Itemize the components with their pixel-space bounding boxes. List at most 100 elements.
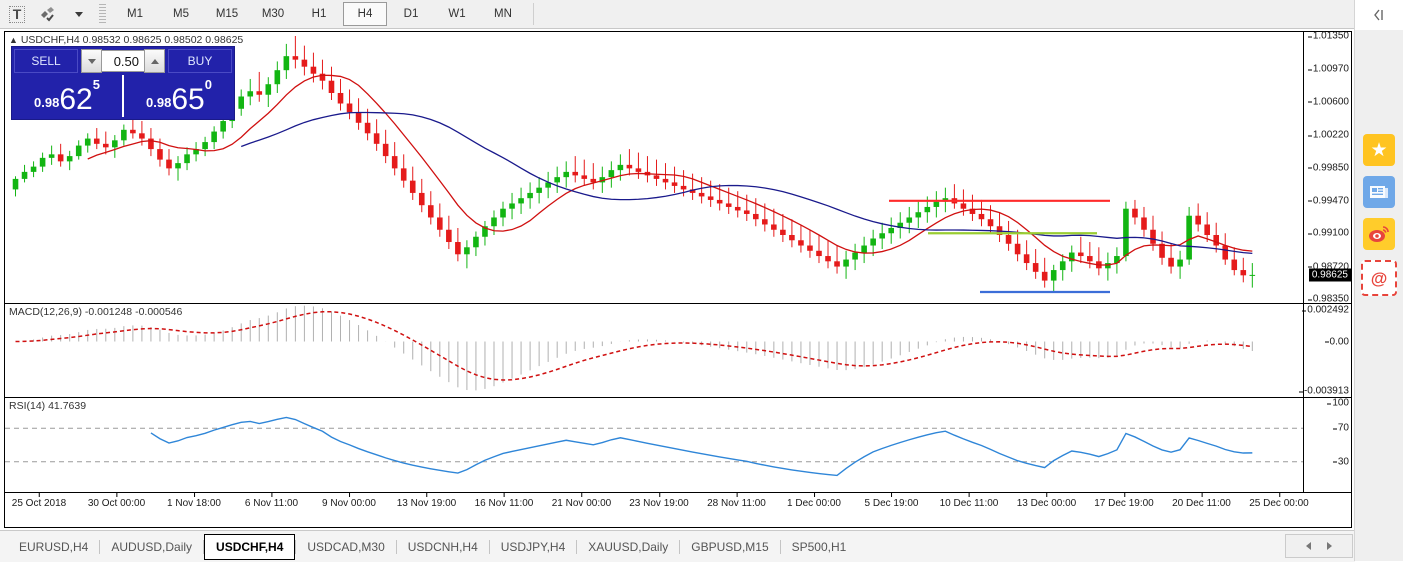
tab-divider	[203, 539, 205, 554]
time-axis-label: 5 Dec 19:00	[864, 493, 919, 509]
timeframe-m1[interactable]: M1	[127, 8, 143, 20]
price-tick: 1.01350	[1307, 30, 1349, 42]
sidebar-item-favorites[interactable]: ★	[1363, 134, 1395, 166]
text-tool-button[interactable]: T	[3, 1, 31, 27]
chart-header-label: ▲ USDCHF,H4 0.98532 0.98625 0.98502 0.98…	[9, 34, 244, 46]
timeframe-m15[interactable]: M15	[215, 8, 239, 20]
time-axis: 25 Oct 2018 30 Oct 00:00 1 Nov 18:00 6 Nov …	[5, 493, 1351, 527]
objects-button[interactable]	[34, 1, 62, 27]
rsi-pane[interactable]: RSI(14) 41.7639 100 70 30	[5, 398, 1351, 493]
timeframe-h1[interactable]: H1	[311, 8, 327, 20]
scroll-right-icon[interactable]	[1327, 542, 1332, 550]
timeframe-mn[interactable]: MN	[494, 8, 512, 20]
chart-area[interactable]: ▲ USDCHF,H4 0.98532 0.98625 0.98502 0.98…	[4, 31, 1352, 528]
time-axis-label: 13 Nov 19:00	[396, 493, 457, 509]
sell-price-prefix: 0.98	[34, 95, 60, 110]
symbol-tabbar[interactable]: EURUSD,H4 AUDUSD,Daily USDCHF,H4 USDCAD,M30…	[0, 530, 1355, 562]
timeframe-m5[interactable]: M5	[173, 8, 189, 20]
macd-plot[interactable]	[5, 304, 1303, 397]
buy-quote[interactable]: 0.98 65 0	[122, 75, 234, 117]
one-click-trading-panel[interactable]: SELL 0.50 BUY 0.98 62	[11, 46, 235, 120]
text-tool-icon: T	[8, 5, 26, 23]
sell-price-big: 62	[59, 83, 93, 116]
symbol-tab-usdchf-h4[interactable]: USDCHF,H4	[204, 533, 296, 560]
price-tick: 0.99850	[1307, 162, 1349, 173]
sidebar-collapse-button[interactable]	[1355, 0, 1403, 30]
chevron-down-icon	[75, 11, 83, 17]
macd-pane[interactable]: MACD(12,26,9) -0.001248 -0.000546 0.0024…	[5, 304, 1351, 398]
macd-tick: -0.003913	[1298, 385, 1349, 397]
time-axis-label: 25 Dec 00:00	[1249, 493, 1309, 509]
buy-button[interactable]: BUY	[168, 49, 232, 73]
star-icon: ★	[1370, 139, 1388, 161]
rsi-plot[interactable]	[5, 398, 1303, 492]
tab-divider	[395, 539, 397, 554]
news-icon	[1370, 186, 1388, 198]
time-axis-label: 30 Oct 00:00	[87, 493, 146, 509]
volume-stepper[interactable]: 0.50	[81, 49, 165, 73]
price-pane[interactable]: ▲ USDCHF,H4 0.98532 0.98625 0.98502 0.98…	[5, 30, 1351, 305]
tab-divider	[99, 539, 101, 554]
buy-price-prefix: 0.98	[146, 95, 172, 110]
time-axis-label: 10 Dec 11:00	[939, 493, 999, 509]
timeframe-d1[interactable]: D1	[403, 8, 419, 20]
current-price-badge: 0.98625	[1308, 268, 1351, 282]
sidebar-item-mentions[interactable]: @	[1361, 260, 1397, 296]
symbol-tab-audusd-daily[interactable]: AUDUSD,Daily	[111, 539, 193, 554]
symbol-tab-eurusd-h4[interactable]: EURUSD,H4	[19, 539, 89, 554]
time-axis-label: 1 Dec 00:00	[787, 493, 841, 509]
sell-quote[interactable]: 0.98 62 5	[12, 75, 122, 117]
rsi-tick: 30	[1332, 456, 1349, 468]
price-tick: 0.98720	[1307, 261, 1349, 273]
toolbar-grip[interactable]	[99, 4, 106, 24]
volume-increase-button[interactable]	[144, 49, 165, 73]
price-tick: 0.99100	[1307, 227, 1349, 239]
macd-series	[15, 305, 1253, 391]
sell-button[interactable]: SELL	[14, 49, 78, 73]
rsi-label: RSI(14) 41.7639	[9, 400, 87, 412]
rsi-tick: 70	[1332, 422, 1349, 434]
time-axis-label: 25 Oct 2018	[11, 493, 67, 509]
tab-divider	[679, 539, 681, 554]
price-scale[interactable]: 1.01350 1.00970 1.00600 1.00220 0.99850 0.994…	[1303, 30, 1351, 305]
rsi-scale[interactable]: 100 70 30	[1303, 398, 1351, 492]
time-axis-label: 23 Nov 19:00	[629, 493, 689, 509]
timeframe-h4[interactable]: H4	[343, 2, 387, 26]
sidebar-item-news[interactable]	[1363, 176, 1395, 208]
chevron-down-icon	[87, 58, 96, 64]
time-axis-label: 20 Dec 11:00	[1172, 493, 1231, 509]
time-axis-label: 21 Nov 00:00	[551, 493, 612, 509]
sidebar-item-weibo[interactable]	[1363, 218, 1395, 250]
time-axis-label: 1 Nov 18:00	[167, 493, 221, 509]
price-plot[interactable]	[5, 32, 1303, 303]
symbol-tab-sp500-h1[interactable]: SP500,H1	[791, 539, 847, 554]
right-sidebar[interactable]: ★ @	[1354, 0, 1403, 561]
weibo-icon	[1369, 226, 1389, 242]
collapse-left-icon	[1374, 9, 1383, 21]
price-tick: 1.00600	[1307, 96, 1349, 108]
macd-label: MACD(12,26,9) -0.001248 -0.000546	[9, 306, 183, 318]
objects-dropdown-caret[interactable]	[65, 1, 93, 27]
symbol-tab-xauusd-daily[interactable]: XAUUSD,Daily	[588, 539, 669, 554]
volume-input[interactable]: 0.50	[102, 50, 144, 72]
buy-price-big: 65	[171, 83, 205, 116]
tab-scroll-controls[interactable]	[1285, 534, 1353, 558]
time-axis-label: 9 Nov 00:00	[322, 493, 376, 509]
volume-decrease-button[interactable]	[81, 49, 102, 73]
symbol-tab-usdcad-m30[interactable]: USDCAD,M30	[307, 539, 385, 554]
macd-scale[interactable]: 0.002492 0.00 -0.003913	[1298, 304, 1351, 397]
timeframe-m30[interactable]: M30	[261, 8, 285, 20]
chevron-up-icon	[150, 58, 159, 64]
time-axis-label: 28 Nov 11:00	[707, 493, 766, 509]
buy-price-sup: 0	[204, 77, 212, 92]
scroll-left-icon[interactable]	[1306, 542, 1311, 550]
symbol-tab-usdjpy-h4[interactable]: USDJPY,H4	[500, 539, 566, 554]
symbol-tab-usdcnh-h4[interactable]: USDCNH,H4	[407, 539, 478, 554]
tab-divider	[488, 539, 490, 554]
symbol-tab-gbpusd-m15[interactable]: GBPUSD,M15	[691, 539, 769, 554]
rsi-tick: 100	[1327, 397, 1349, 409]
price-tick: 0.99470	[1307, 195, 1349, 207]
timeframe-w1[interactable]: W1	[448, 8, 466, 20]
chart-toolbar: T M1 M5 M15 M30 H1 H4 D1 W1 MN	[0, 0, 1355, 29]
toolbar-separator	[533, 3, 534, 25]
